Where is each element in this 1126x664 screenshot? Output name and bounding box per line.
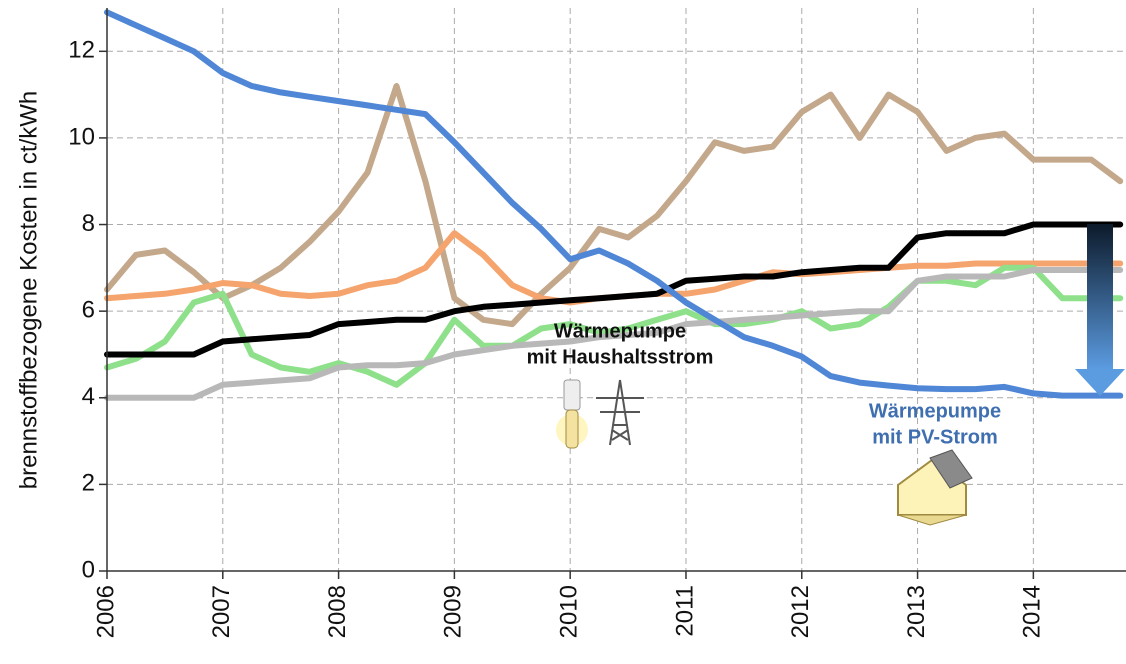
y-tick-label: 12 (68, 37, 95, 64)
annotation: Wärmepumpe (554, 320, 686, 342)
x-tick-label: 2009 (440, 585, 467, 638)
series-line (104, 9, 1124, 399)
annotation: Wärmepumpe (869, 400, 1001, 422)
arrow (1075, 224, 1125, 396)
series-line (104, 221, 1124, 358)
y-tick-label: 2 (82, 470, 95, 497)
x-tick-label: 2011 (671, 585, 698, 637)
series-line (104, 83, 1124, 328)
series-line (104, 230, 1124, 306)
x-tick-label: 2006 (92, 585, 119, 638)
bulb-icon (556, 379, 588, 449)
annotations: Wärmepumpe mit Haushaltsstrom Wärmepumpe mi… (527, 320, 1001, 448)
x-tick-label: 2013 (903, 585, 930, 638)
annotation: mit Haushaltsstrom (527, 346, 714, 368)
x-tick-label: 2012 (787, 585, 814, 638)
lines (104, 9, 1124, 401)
x-tick-label: 2008 (324, 585, 351, 638)
y-tick-label: 0 (82, 556, 95, 583)
pylon-icon (596, 379, 644, 446)
x-tick-label: 2010 (556, 585, 583, 638)
y-tick-label: 6 (82, 296, 95, 323)
axes: 0 2 4 6 8 10 12 2006 2007 2008 2009 2010 2011 2012 201… (68, 8, 1126, 638)
annotation: mit PV-Strom (872, 426, 998, 448)
house-icon (897, 449, 973, 526)
y-tick-label: 10 (68, 123, 95, 150)
series-line (104, 267, 1124, 401)
y-tick-label: 4 (82, 383, 95, 410)
x-tick-label: 2014 (1019, 585, 1046, 638)
series-line (104, 264, 1124, 388)
y-tick-label: 8 (82, 210, 95, 237)
y-axis-label: brennstoffbezogene Kosten in ct/kWh (15, 91, 42, 489)
x-tick-label: 2007 (208, 585, 235, 638)
